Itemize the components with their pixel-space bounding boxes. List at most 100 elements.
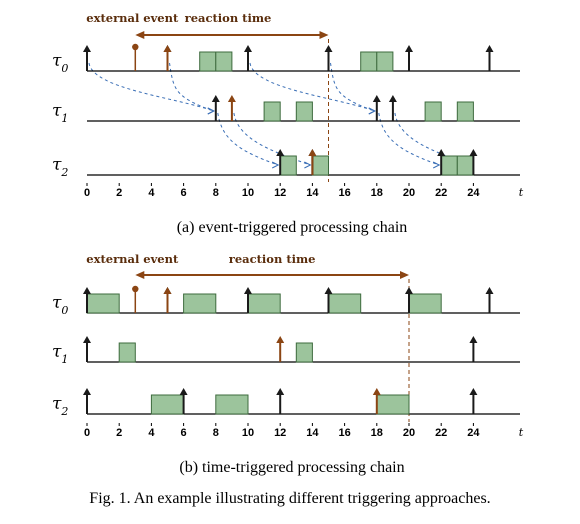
reaction-time-bracket	[135, 271, 409, 279]
execution-block	[456, 155, 474, 176]
execution-block	[360, 51, 378, 72]
tick-label: 10	[242, 187, 254, 199]
tick-label: 16	[338, 187, 350, 199]
external-event-label: external event	[86, 11, 179, 25]
execution-block	[376, 394, 410, 415]
release-arrow	[83, 388, 91, 414]
release-arrow	[179, 388, 188, 414]
task-row-1: τ1	[52, 95, 520, 125]
tick-label: 24	[467, 187, 480, 199]
figure-caption: Fig. 1. An example illustrating differen…	[89, 490, 490, 507]
tick-label: 20	[403, 427, 415, 439]
execution-block	[279, 155, 297, 176]
task-label: τ2	[52, 155, 68, 179]
release-arrow	[485, 287, 494, 313]
tick-label: 2	[116, 187, 122, 199]
execution-block	[263, 101, 281, 122]
tick-label: 4	[148, 427, 155, 439]
execution-block	[408, 293, 442, 314]
reaction-time-label: reaction time	[229, 252, 316, 266]
tick-label: 6	[181, 427, 187, 439]
execution-block	[376, 51, 394, 72]
tick-label: 2	[116, 427, 122, 439]
data-dependency-link	[330, 62, 375, 112]
tick-label: 12	[274, 187, 286, 199]
task-row-0: τ0	[52, 285, 520, 317]
release-arrow	[485, 45, 494, 71]
reaction-time-label: reaction time	[185, 11, 272, 25]
execution-block	[247, 293, 281, 314]
x-axis-ticks: 0 2 4 6 8 10 12 14 16 18 20 22 24 t	[84, 183, 524, 199]
execution-block	[118, 342, 136, 363]
x-axis-ticks: 0 2 4 6 8 10 12 14 16 18 20 22 24 t	[84, 423, 524, 439]
event-arrow	[163, 287, 172, 313]
event-arrow	[308, 149, 317, 175]
tick-label: 6	[181, 187, 187, 199]
execution-block	[440, 155, 458, 176]
tick-label: 14	[306, 427, 319, 439]
release-arrow	[469, 336, 478, 362]
tick-label: 8	[213, 187, 219, 199]
tick-label: 20	[403, 187, 415, 199]
release-arrow	[469, 388, 478, 414]
data-dependency-arrowhead	[271, 161, 280, 169]
execution-block	[295, 342, 313, 363]
task-row-0: τ0	[52, 43, 520, 75]
release-arrow	[276, 149, 285, 175]
execution-block	[311, 155, 329, 176]
reaction-time-bracket	[135, 31, 329, 39]
data-dependency-link	[249, 62, 375, 112]
tick-label: 12	[274, 427, 286, 439]
external-event-marker	[132, 43, 139, 71]
release-arrow	[83, 45, 91, 71]
execution-block	[215, 51, 233, 72]
release-arrow	[83, 336, 91, 362]
data-dependency-arrowhead	[304, 161, 312, 169]
execution-block	[215, 394, 249, 415]
release-arrow	[405, 287, 413, 313]
execution-block	[150, 394, 185, 415]
release-arrow	[211, 95, 220, 121]
event-arrow	[227, 95, 236, 121]
tick-label: 16	[338, 427, 350, 439]
release-arrow	[405, 45, 413, 71]
release-arrow	[276, 388, 285, 414]
tick-label: 0	[84, 187, 90, 199]
external-event-label: external event	[86, 252, 179, 266]
tick-label: 4	[148, 187, 155, 199]
task-row-1: τ1	[52, 336, 520, 366]
event-arrow	[372, 388, 381, 414]
execution-block	[456, 101, 474, 122]
task-label: τ2	[52, 394, 68, 418]
tick-label: 22	[435, 427, 447, 439]
release-arrow	[437, 149, 446, 175]
data-dependency-arrowhead	[207, 107, 215, 115]
tick-label: 8	[213, 427, 219, 439]
execution-block	[183, 293, 217, 314]
task-row-2: τ2	[52, 149, 520, 179]
release-arrow	[469, 149, 478, 175]
release-arrow	[244, 45, 252, 71]
execution-block	[86, 293, 120, 314]
data-dependency-arrowhead	[432, 161, 441, 169]
task-label: τ1	[52, 101, 68, 125]
execution-block	[199, 51, 217, 72]
tick-label: 22	[435, 187, 447, 199]
x-axis-label: t	[519, 186, 524, 199]
release-arrow	[324, 287, 333, 313]
tick-label: 14	[306, 187, 319, 199]
external-event-marker	[132, 285, 139, 313]
subcaption-a: (a) event-triggered processing chain	[177, 219, 408, 236]
event-arrow	[163, 45, 172, 71]
release-arrow	[83, 287, 91, 313]
data-dependency-link	[169, 62, 214, 112]
tick-label: 24	[467, 427, 480, 439]
tick-label: 0	[84, 427, 90, 439]
data-dependency-link	[88, 62, 214, 112]
release-arrow	[244, 287, 252, 313]
x-axis-label: t	[519, 426, 524, 439]
task-label: τ1	[52, 342, 68, 366]
data-dependency-arrowhead	[368, 107, 376, 115]
